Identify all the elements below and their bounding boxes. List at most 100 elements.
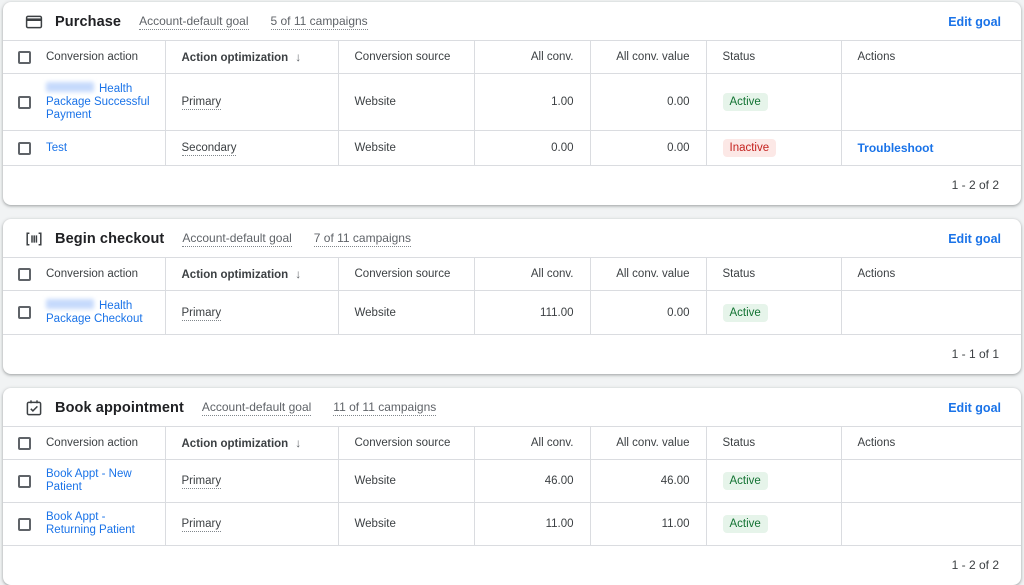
table-header-row: Conversion action Action optimization ↓ C… — [3, 426, 1021, 460]
goal-card-header: Purchase Account-default goal 5 of 11 ca… — [3, 2, 1021, 40]
conversion-action-link[interactable]: Book Appt - Returning Patient — [46, 511, 135, 536]
goal-scope-link[interactable]: Account-default goal — [182, 231, 292, 247]
optimization-value[interactable]: Primary — [181, 475, 222, 489]
goal-title: Begin checkout — [55, 231, 165, 247]
sort-descending-icon: ↓ — [295, 436, 302, 450]
column-header-all-conv-value[interactable]: All conv. value — [589, 426, 706, 460]
all-conv-value: 46.00 — [473, 459, 590, 503]
column-header-conversion-source[interactable]: Conversion source — [337, 426, 474, 460]
pagination: 1 - 2 of 2 — [951, 558, 999, 572]
table-row: Book Appt - New Patient Primary Website … — [3, 459, 1021, 503]
goal-card-purchase: Purchase Account-default goal 5 of 11 ca… — [3, 2, 1021, 205]
edit-goal-button[interactable]: Edit goal — [948, 401, 1001, 415]
conversion-source-value: Website — [337, 130, 474, 166]
goal-scope-link[interactable]: Account-default goal — [139, 14, 249, 30]
optimization-value[interactable]: Primary — [181, 96, 222, 110]
row-checkbox[interactable] — [18, 141, 31, 155]
conversion-actions-table: Conversion action Action optimization ↓ C… — [3, 40, 1021, 166]
pagination: 1 - 2 of 2 — [951, 178, 999, 192]
select-all-checkbox[interactable] — [18, 50, 31, 64]
all-conv-value-value: 0.00 — [589, 290, 706, 335]
table-row: Health Package Checkout Primary Website … — [3, 290, 1021, 335]
column-header-conversion-source[interactable]: Conversion source — [337, 40, 474, 74]
all-conv-value: 111.00 — [473, 290, 590, 335]
column-header-all-conv[interactable]: All conv. — [473, 40, 590, 74]
column-header-all-conv-value[interactable]: All conv. value — [589, 257, 706, 291]
conversion-action-link[interactable]: Health Package Successful Payment — [46, 82, 150, 121]
all-conv-value-value: 0.00 — [589, 73, 706, 131]
conversion-action-link[interactable]: Health Package Checkout — [46, 299, 143, 325]
conversion-source-value: Website — [337, 290, 474, 335]
column-header-action-optimization[interactable]: Action optimization ↓ — [164, 257, 338, 291]
optimization-value[interactable]: Primary — [181, 518, 222, 532]
column-header-all-conv[interactable]: All conv. — [473, 426, 590, 460]
select-all-checkbox[interactable] — [18, 267, 31, 281]
column-header-status[interactable]: Status — [705, 40, 841, 74]
goal-scope-link[interactable]: Account-default goal — [201, 400, 312, 416]
column-header-conversion-source[interactable]: Conversion source — [337, 257, 474, 291]
goal-title: Purchase — [55, 14, 122, 30]
goal-card-header: Book appointment Account-default goal 11… — [3, 388, 1021, 426]
status-badge: Active — [722, 515, 768, 533]
table-row: Test Secondary Website 0.00 0.00 Inactiv… — [3, 130, 1021, 166]
row-checkbox[interactable] — [18, 474, 31, 488]
table-header-row: Conversion action Action optimization ↓ C… — [3, 257, 1021, 291]
status-badge: Active — [722, 93, 768, 111]
troubleshoot-link[interactable]: Troubleshoot — [857, 141, 934, 155]
actions-cell — [840, 502, 1021, 546]
table-row: Health Package Successful Payment Primar… — [3, 73, 1021, 131]
table-header-row: Conversion action Action optimization ↓ C… — [3, 40, 1021, 74]
conversion-source-value: Website — [337, 73, 474, 131]
edit-goal-button[interactable]: Edit goal — [948, 232, 1001, 246]
column-header-conversion-action[interactable]: Conversion action — [3, 426, 165, 460]
campaigns-link[interactable]: 5 of 11 campaigns — [270, 14, 368, 30]
row-checkbox[interactable] — [18, 517, 31, 531]
sort-descending-icon: ↓ — [295, 267, 302, 281]
all-conv-value-value: 0.00 — [589, 130, 706, 166]
edit-goal-button[interactable]: Edit goal — [948, 15, 1001, 29]
sort-descending-icon: ↓ — [295, 50, 302, 64]
status-badge: Active — [722, 303, 768, 322]
goal-card-begin-checkout: Begin checkout Account-default goal 7 of… — [3, 219, 1021, 374]
column-header-all-conv-value[interactable]: All conv. value — [589, 40, 706, 74]
row-checkbox[interactable] — [18, 306, 31, 319]
calendar-check-icon — [26, 400, 42, 416]
all-conv-value-value: 46.00 — [589, 459, 706, 503]
conversion-action-link[interactable]: Book Appt - New Patient — [46, 468, 132, 493]
column-header-actions[interactable]: Actions — [840, 40, 1021, 74]
goal-card-header: Begin checkout Account-default goal 7 of… — [3, 219, 1021, 257]
conversion-source-value: Website — [337, 502, 474, 546]
column-header-actions[interactable]: Actions — [840, 426, 1021, 460]
column-header-status[interactable]: Status — [705, 426, 841, 460]
pagination: 1 - 1 of 1 — [951, 347, 999, 361]
optimization-value[interactable]: Secondary — [181, 142, 237, 156]
conversion-actions-table: Conversion action Action optimization ↓ C… — [3, 426, 1021, 546]
all-conv-value: 0.00 — [473, 130, 590, 166]
column-header-action-optimization[interactable]: Action optimization ↓ — [164, 426, 338, 460]
optimization-value[interactable]: Primary — [181, 306, 222, 321]
column-header-conversion-action[interactable]: Conversion action — [3, 40, 165, 74]
campaigns-link[interactable]: 7 of 11 campaigns — [313, 231, 411, 247]
goal-card-book-appointment: Book appointment Account-default goal 11… — [3, 388, 1021, 585]
select-all-checkbox[interactable] — [18, 436, 31, 450]
status-badge: Inactive — [722, 139, 777, 157]
goal-title: Book appointment — [55, 400, 184, 416]
conversion-source-value: Website — [337, 459, 474, 503]
column-header-status[interactable]: Status — [705, 257, 841, 291]
barcode-icon — [26, 232, 42, 246]
column-header-all-conv[interactable]: All conv. — [473, 257, 590, 291]
actions-cell — [840, 73, 1021, 131]
column-header-conversion-action[interactable]: Conversion action — [3, 257, 165, 291]
redacted-text — [46, 299, 94, 309]
actions-cell — [840, 459, 1021, 503]
credit-card-icon — [25, 15, 43, 29]
actions-cell — [840, 290, 1021, 335]
conversion-actions-table: Conversion action Action optimization ↓ C… — [3, 257, 1021, 335]
campaigns-link[interactable]: 11 of 11 campaigns — [333, 400, 437, 416]
status-badge: Active — [722, 472, 768, 490]
conversion-action-link[interactable]: Test — [46, 141, 68, 154]
column-header-actions[interactable]: Actions — [840, 257, 1021, 291]
row-checkbox[interactable] — [18, 95, 31, 109]
column-header-action-optimization[interactable]: Action optimization ↓ — [164, 40, 338, 74]
all-conv-value-value: 11.00 — [589, 502, 706, 546]
